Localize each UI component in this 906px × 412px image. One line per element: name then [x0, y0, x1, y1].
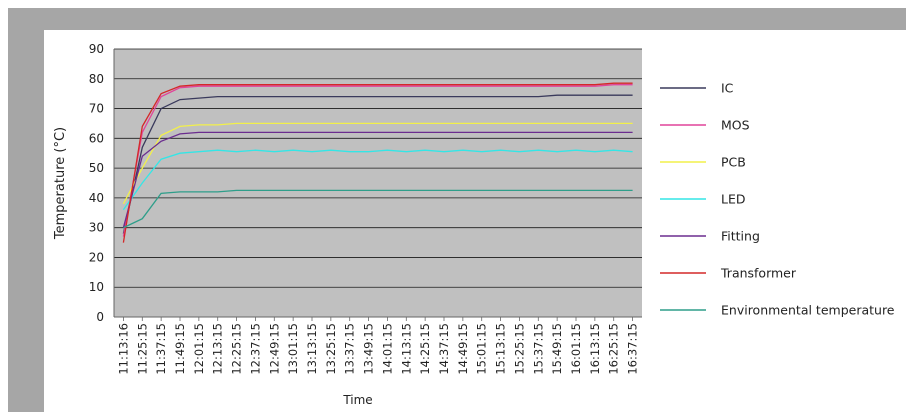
x-tick-label: 12:13:15 — [211, 323, 225, 375]
x-tick-label: 14:37:15 — [437, 323, 451, 375]
y-tick-label: 90 — [89, 42, 104, 56]
series-line-environmental-temperature — [123, 189, 633, 229]
y-tick-label: 20 — [89, 250, 104, 264]
x-tick-label: 13:37:15 — [343, 323, 357, 375]
x-tick-label: 11:37:15 — [154, 323, 168, 375]
y-tick-label: 70 — [89, 102, 104, 116]
x-tick-label: 15:37:15 — [531, 323, 545, 375]
x-tick-label: 11:49:15 — [173, 323, 187, 375]
series-line-pcb — [122, 122, 633, 205]
x-tick-labels: 11:13:16 11:25:15 11:37:15 11:49:15 12:01:15… — [116, 317, 640, 375]
series-line-led — [122, 149, 633, 211]
x-tick-label: 14:13:15 — [399, 323, 413, 375]
x-tick-label: 11:25:15 — [135, 323, 149, 375]
x-tick-label: 14:49:15 — [456, 323, 470, 375]
y-tick-label: 0 — [96, 310, 104, 324]
legend: IC MOS PCB LED Fitting Transformer Environment… — [660, 81, 895, 318]
y-tick-label: 80 — [89, 72, 104, 86]
y-tick-label: 60 — [89, 131, 104, 145]
series-line-fitting — [122, 131, 633, 228]
x-tick-label: 11:13:16 — [116, 323, 130, 375]
legend-label: Fitting — [721, 229, 760, 244]
y-tick-labels: 0 10 20 30 40 50 60 70 80 90 — [89, 42, 104, 324]
y-axis-label: Temperature (°C) — [53, 127, 68, 240]
series-lines — [122, 82, 633, 243]
x-tick-label: 16:01:15 — [569, 323, 583, 375]
x-tick-label: 15:01:15 — [475, 323, 489, 375]
gridlines — [114, 48, 642, 288]
x-tick-label: 12:49:15 — [267, 323, 281, 375]
x-axis-label: Time — [342, 393, 372, 407]
y-tick-label: 30 — [89, 221, 104, 235]
legend-label: PCB — [721, 155, 746, 170]
x-tick-label: 16:37:15 — [626, 323, 640, 375]
y-tick-label: 50 — [89, 161, 104, 175]
x-tick-label: 13:49:15 — [362, 323, 376, 375]
x-tick-label: 13:13:15 — [305, 323, 319, 375]
x-tick-label: 15:49:15 — [550, 323, 564, 375]
legend-label: LED — [721, 192, 746, 207]
legend-label: Transformer — [720, 266, 797, 281]
y-tick-label: 40 — [89, 191, 104, 205]
legend-label: Environmental temperature — [721, 303, 895, 318]
x-tick-label: 15:25:15 — [512, 323, 526, 375]
x-tick-label: 16:13:15 — [588, 323, 602, 375]
series-line-mos — [122, 84, 633, 237]
x-tick-label: 13:25:15 — [324, 323, 338, 375]
legend-label: IC — [721, 81, 734, 96]
x-tick-label: 14:01:15 — [380, 323, 394, 375]
x-tick-label: 12:37:15 — [248, 323, 262, 375]
y-tick-label: 10 — [89, 280, 104, 294]
x-tick-label: 16:25:15 — [607, 323, 621, 375]
series-line-ic — [122, 94, 633, 234]
x-tick-label: 15:13:15 — [494, 323, 508, 375]
plot-background — [114, 49, 642, 317]
x-tick-label: 12:01:15 — [192, 323, 206, 375]
series-line-transformer — [122, 82, 633, 243]
x-tick-label: 12:25:15 — [230, 323, 244, 375]
x-tick-label: 13:01:15 — [286, 323, 300, 375]
legend-label: MOS — [721, 118, 750, 133]
x-tick-label: 14:25:15 — [418, 323, 432, 375]
